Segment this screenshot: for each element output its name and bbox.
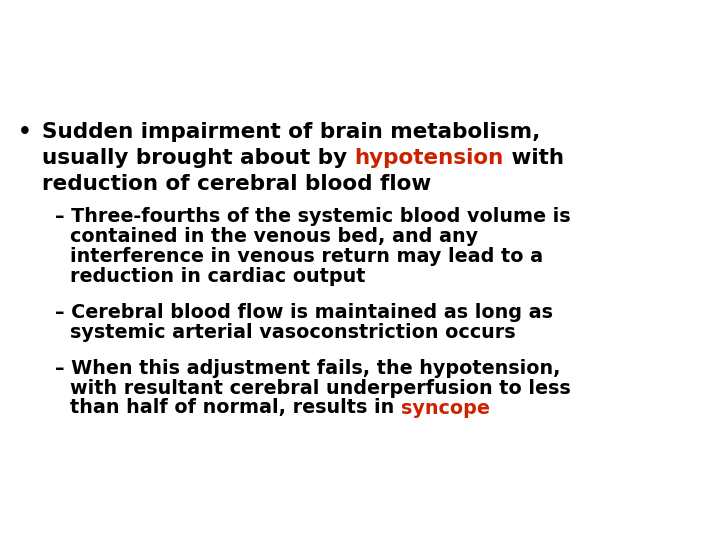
Text: Pathophysiology of syncope 1.: Pathophysiology of syncope 1. [18, 35, 640, 69]
Text: – Cerebral blood flow is maintained as long as: – Cerebral blood flow is maintained as l… [55, 302, 553, 321]
Text: with: with [504, 148, 564, 168]
Text: Sudden impairment of brain metabolism,: Sudden impairment of brain metabolism, [42, 123, 541, 143]
Text: syncope: syncope [401, 399, 490, 417]
Text: – When this adjustment fails, the hypotension,: – When this adjustment fails, the hypote… [55, 359, 560, 377]
Text: •: • [18, 123, 32, 143]
Text: – Three-fourths of the systemic blood volume is: – Three-fourths of the systemic blood vo… [55, 206, 571, 226]
Text: reduction of cerebral blood flow: reduction of cerebral blood flow [42, 174, 431, 194]
Text: hypotension: hypotension [355, 148, 504, 168]
Text: than half of normal, results in: than half of normal, results in [70, 399, 401, 417]
Text: interference in venous return may lead to a: interference in venous return may lead t… [70, 246, 543, 266]
Text: contained in the venous bed, and any: contained in the venous bed, and any [70, 226, 478, 246]
Text: with resultant cerebral underperfusion to less: with resultant cerebral underperfusion t… [70, 379, 571, 397]
Text: reduction in cardiac output: reduction in cardiac output [70, 267, 366, 286]
Text: usually brought about by: usually brought about by [42, 148, 355, 168]
Text: systemic arterial vasoconstriction occurs: systemic arterial vasoconstriction occur… [70, 322, 516, 341]
